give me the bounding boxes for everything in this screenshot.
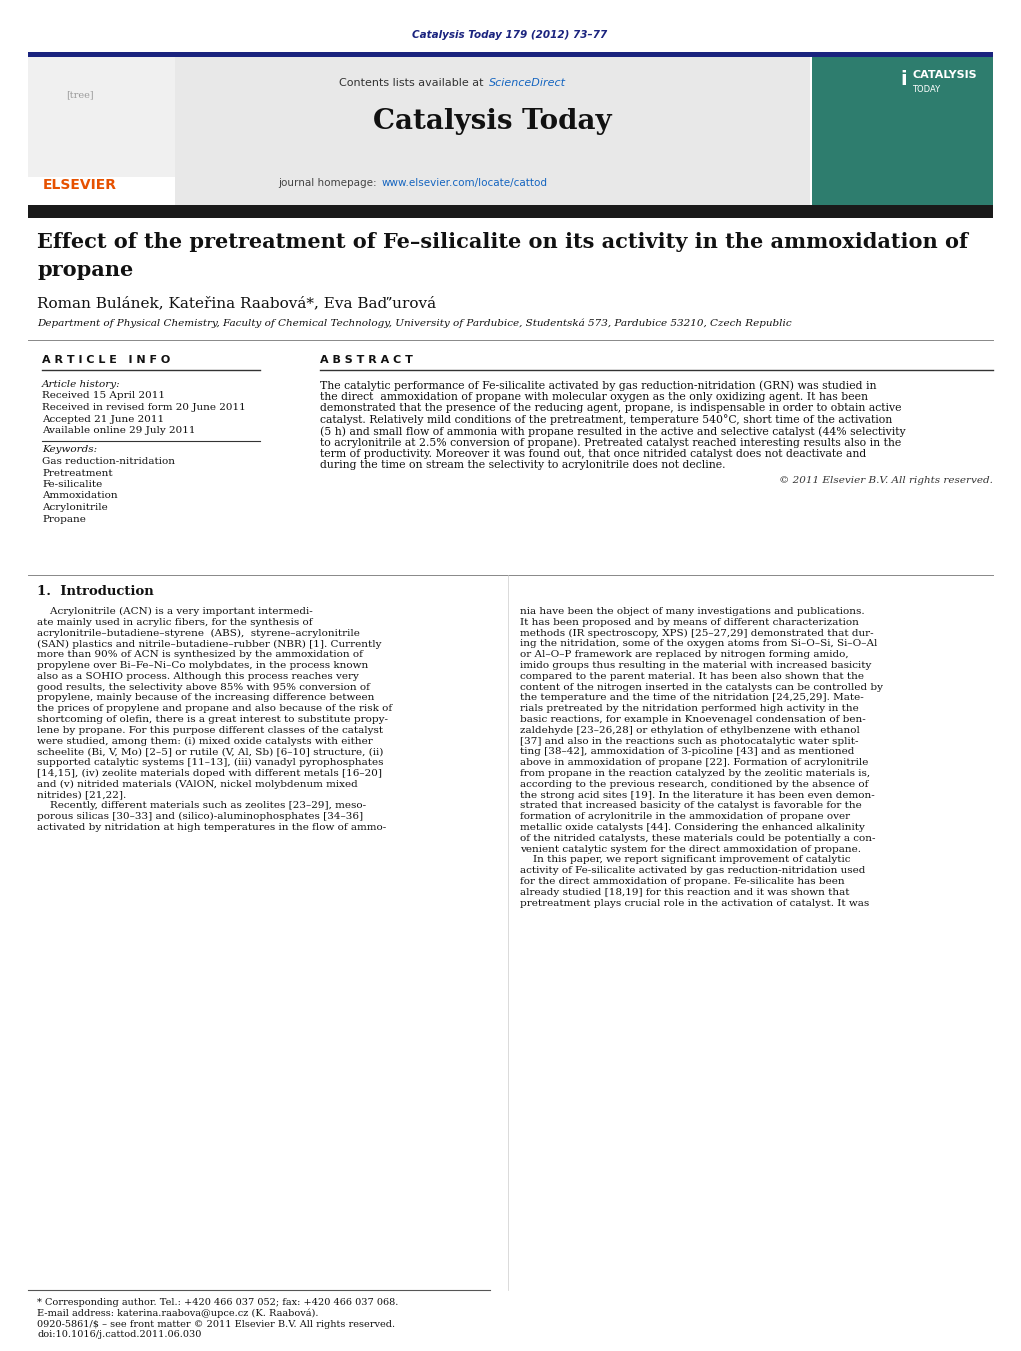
Text: journal homepage:: journal homepage: bbox=[278, 178, 380, 188]
Bar bbox=[28, 205, 993, 218]
Text: good results, the selectivity above 85% with 95% conversion of: good results, the selectivity above 85% … bbox=[37, 682, 370, 692]
Text: activated by nitridation at high temperatures in the flow of ammo-: activated by nitridation at high tempera… bbox=[37, 823, 386, 832]
Text: Available online 29 July 2011: Available online 29 July 2011 bbox=[42, 426, 195, 435]
Bar bbox=[175, 57, 810, 205]
Text: compared to the parent material. It has been also shown that the: compared to the parent material. It has … bbox=[520, 671, 864, 681]
Text: Pretreatment: Pretreatment bbox=[42, 469, 112, 477]
Text: nia have been the object of many investigations and publications.: nia have been the object of many investi… bbox=[520, 607, 865, 616]
Text: of the nitrided catalysts, these materials could be potentially a con-: of the nitrided catalysts, these materia… bbox=[520, 834, 875, 843]
Text: It has been proposed and by means of different characterization: It has been proposed and by means of dif… bbox=[520, 617, 859, 627]
Text: © 2011 Elsevier B.V. All rights reserved.: © 2011 Elsevier B.V. All rights reserved… bbox=[779, 476, 993, 485]
Text: acrylonitrile–butadiene–styrene  (ABS),  styrene–acrylonitrile: acrylonitrile–butadiene–styrene (ABS), s… bbox=[37, 628, 359, 638]
Text: propylene over Bi–Fe–Ni–Co molybdates, in the process known: propylene over Bi–Fe–Ni–Co molybdates, i… bbox=[37, 661, 369, 670]
Text: ing the nitridation, some of the oxygen atoms from Si–O–Si, Si–O–Al: ing the nitridation, some of the oxygen … bbox=[520, 639, 877, 648]
Text: Fe-silicalite: Fe-silicalite bbox=[42, 480, 102, 489]
Text: [tree]: [tree] bbox=[66, 91, 94, 100]
Bar bbox=[812, 57, 993, 205]
Text: ELSEVIER: ELSEVIER bbox=[43, 178, 117, 192]
Text: zaldehyde [23–26,28] or ethylation of ethylbenzene with ethanol: zaldehyde [23–26,28] or ethylation of et… bbox=[520, 725, 860, 735]
Text: demonstrated that the presence of the reducing agent, propane, is indispensable : demonstrated that the presence of the re… bbox=[320, 403, 902, 413]
Text: ting [38–42], ammoxidation of 3-picoline [43] and as mentioned: ting [38–42], ammoxidation of 3-picoline… bbox=[520, 747, 855, 757]
Text: 1.  Introduction: 1. Introduction bbox=[37, 585, 154, 598]
Text: ScienceDirect: ScienceDirect bbox=[489, 78, 566, 88]
Text: Propane: Propane bbox=[42, 515, 86, 523]
Text: were studied, among them: (i) mixed oxide catalysts with either: were studied, among them: (i) mixed oxid… bbox=[37, 736, 373, 746]
Text: lene by propane. For this purpose different classes of the catalyst: lene by propane. For this purpose differ… bbox=[37, 725, 383, 735]
Text: the direct  ammoxidation of propane with molecular oxygen as the only oxidizing : the direct ammoxidation of propane with … bbox=[320, 392, 868, 401]
Text: i: i bbox=[900, 70, 907, 89]
Text: Received in revised form 20 June 2011: Received in revised form 20 June 2011 bbox=[42, 403, 246, 412]
Text: A R T I C L E   I N F O: A R T I C L E I N F O bbox=[42, 355, 171, 365]
Text: the temperature and the time of the nitridation [24,25,29]. Mate-: the temperature and the time of the nitr… bbox=[520, 693, 864, 703]
Text: Keywords:: Keywords: bbox=[42, 446, 97, 454]
Text: pretreatment plays crucial role in the activation of catalyst. It was: pretreatment plays crucial role in the a… bbox=[520, 898, 869, 908]
Text: The catalytic performance of Fe-silicalite activated by gas reduction-nitridatio: The catalytic performance of Fe-silicali… bbox=[320, 380, 876, 390]
Text: metallic oxide catalysts [44]. Considering the enhanced alkalinity: metallic oxide catalysts [44]. Consideri… bbox=[520, 823, 865, 832]
Text: venient catalytic system for the direct ammoxidation of propane.: venient catalytic system for the direct … bbox=[520, 844, 861, 854]
Text: Received 15 April 2011: Received 15 April 2011 bbox=[42, 392, 165, 400]
Text: Department of Physical Chemistry, Faculty of Chemical Technology, University of : Department of Physical Chemistry, Facult… bbox=[37, 317, 791, 327]
Text: more than 90% of ACN is synthesized by the ammoxidation of: more than 90% of ACN is synthesized by t… bbox=[37, 650, 362, 659]
Text: the prices of propylene and propane and also because of the risk of: the prices of propylene and propane and … bbox=[37, 704, 392, 713]
Text: propylene, mainly because of the increasing difference between: propylene, mainly because of the increas… bbox=[37, 693, 375, 703]
Text: according to the previous research, conditioned by the absence of: according to the previous research, cond… bbox=[520, 780, 869, 789]
Text: imido groups thus resulting in the material with increased basicity: imido groups thus resulting in the mater… bbox=[520, 661, 871, 670]
Text: scheelite (Bi, V, Mo) [2–5] or rutile (V, Al, Sb) [6–10] structure, (ii): scheelite (Bi, V, Mo) [2–5] or rutile (V… bbox=[37, 747, 383, 757]
Text: propane: propane bbox=[37, 259, 134, 280]
Text: Roman Bulánek, Kateřina Raabová*, Eva Baďʼurová: Roman Bulánek, Kateřina Raabová*, Eva Ba… bbox=[37, 296, 436, 309]
Text: the strong acid sites [19]. In the literature it has been even demon-: the strong acid sites [19]. In the liter… bbox=[520, 790, 875, 800]
Text: Recently, different materials such as zeolites [23–29], meso-: Recently, different materials such as ze… bbox=[37, 801, 367, 811]
Text: porous silicas [30–33] and (silico)-aluminophosphates [34–36]: porous silicas [30–33] and (silico)-alum… bbox=[37, 812, 363, 821]
Text: already studied [18,19] for this reaction and it was shown that: already studied [18,19] for this reactio… bbox=[520, 888, 849, 897]
Text: (SAN) plastics and nitrile–butadiene–rubber (NBR) [1]. Currently: (SAN) plastics and nitrile–butadiene–rub… bbox=[37, 639, 382, 648]
Text: Ammoxidation: Ammoxidation bbox=[42, 492, 117, 500]
Text: (5 h) and small flow of ammonia with propane resulted in the active and selectiv: (5 h) and small flow of ammonia with pro… bbox=[320, 426, 906, 436]
Text: [37] and also in the reactions such as photocatalytic water split-: [37] and also in the reactions such as p… bbox=[520, 736, 859, 746]
Text: rials pretreated by the nitridation performed high activity in the: rials pretreated by the nitridation perf… bbox=[520, 704, 859, 713]
Text: A B S T R A C T: A B S T R A C T bbox=[320, 355, 412, 365]
Text: and (v) nitrided materials (VAlON, nickel molybdenum mixed: and (v) nitrided materials (VAlON, nicke… bbox=[37, 780, 357, 789]
Text: shortcoming of olefin, there is a great interest to substitute propy-: shortcoming of olefin, there is a great … bbox=[37, 715, 388, 724]
Text: during the time on stream the selectivity to acrylonitrile does not decline.: during the time on stream the selectivit… bbox=[320, 461, 726, 470]
Text: basic reactions, for example in Knoevenagel condensation of ben-: basic reactions, for example in Knoevena… bbox=[520, 715, 866, 724]
Text: Catalysis Today: Catalysis Today bbox=[373, 108, 612, 135]
Text: [14,15], (iv) zeolite materials doped with different metals [16–20]: [14,15], (iv) zeolite materials doped wi… bbox=[37, 769, 382, 778]
Text: also as a SOHIO process. Although this process reaches very: also as a SOHIO process. Although this p… bbox=[37, 671, 358, 681]
Bar bbox=[28, 57, 175, 177]
Text: doi:10.1016/j.cattod.2011.06.030: doi:10.1016/j.cattod.2011.06.030 bbox=[37, 1329, 201, 1339]
Text: to acrylonitrile at 2.5% conversion of propane). Pretreated catalyst reached int: to acrylonitrile at 2.5% conversion of p… bbox=[320, 438, 902, 449]
Text: catalyst. Relatively mild conditions of the pretreatment, temperature 540°C, sho: catalyst. Relatively mild conditions of … bbox=[320, 415, 892, 426]
Text: activity of Fe-silicalite activated by gas reduction-nitridation used: activity of Fe-silicalite activated by g… bbox=[520, 866, 866, 875]
Text: strated that increased basicity of the catalyst is favorable for the: strated that increased basicity of the c… bbox=[520, 801, 862, 811]
Text: CATALYSIS: CATALYSIS bbox=[912, 70, 977, 80]
Text: Article history:: Article history: bbox=[42, 380, 120, 389]
Text: Gas reduction-nitridation: Gas reduction-nitridation bbox=[42, 457, 175, 466]
Text: Catalysis Today 179 (2012) 73–77: Catalysis Today 179 (2012) 73–77 bbox=[412, 30, 607, 41]
Text: formation of acrylonitrile in the ammoxidation of propane over: formation of acrylonitrile in the ammoxi… bbox=[520, 812, 850, 821]
Text: TODAY: TODAY bbox=[912, 85, 940, 95]
Text: 0920-5861/$ – see front matter © 2011 Elsevier B.V. All rights reserved.: 0920-5861/$ – see front matter © 2011 El… bbox=[37, 1320, 395, 1329]
Text: Effect of the pretreatment of Fe–silicalite on its activity in the ammoxidation : Effect of the pretreatment of Fe–silical… bbox=[37, 232, 968, 253]
Text: content of the nitrogen inserted in the catalysts can be controlled by: content of the nitrogen inserted in the … bbox=[520, 682, 883, 692]
Text: Contents lists available at: Contents lists available at bbox=[339, 78, 487, 88]
Text: for the direct ammoxidation of propane. Fe-silicalite has been: for the direct ammoxidation of propane. … bbox=[520, 877, 844, 886]
Text: above in ammoxidation of propane [22]. Formation of acrylonitrile: above in ammoxidation of propane [22]. F… bbox=[520, 758, 869, 767]
Text: * Corresponding author. Tel.: +420 466 037 052; fax: +420 466 037 068.: * Corresponding author. Tel.: +420 466 0… bbox=[37, 1298, 398, 1306]
Text: E-mail address: katerina.raabova@upce.cz (K. Raabová).: E-mail address: katerina.raabova@upce.cz… bbox=[37, 1308, 319, 1317]
Bar bbox=[28, 51, 993, 57]
Text: Accepted 21 June 2011: Accepted 21 June 2011 bbox=[42, 415, 164, 423]
Text: Acrylonitrile (ACN) is a very important intermedi-: Acrylonitrile (ACN) is a very important … bbox=[37, 607, 312, 616]
Text: supported catalytic systems [11–13], (iii) vanadyl pyrophosphates: supported catalytic systems [11–13], (ii… bbox=[37, 758, 384, 767]
Text: from propane in the reaction catalyzed by the zeolitic materials is,: from propane in the reaction catalyzed b… bbox=[520, 769, 870, 778]
Text: Acrylonitrile: Acrylonitrile bbox=[42, 503, 108, 512]
Text: term of productivity. Moreover it was found out, that once nitrided catalyst doe: term of productivity. Moreover it was fo… bbox=[320, 449, 866, 459]
Text: www.elsevier.com/locate/cattod: www.elsevier.com/locate/cattod bbox=[382, 178, 548, 188]
Text: methods (IR spectroscopy, XPS) [25–27,29] demonstrated that dur-: methods (IR spectroscopy, XPS) [25–27,29… bbox=[520, 628, 874, 638]
Text: In this paper, we report significant improvement of catalytic: In this paper, we report significant imp… bbox=[520, 855, 850, 865]
Text: nitrides) [21,22].: nitrides) [21,22]. bbox=[37, 790, 127, 800]
Text: ate mainly used in acrylic fibers, for the synthesis of: ate mainly used in acrylic fibers, for t… bbox=[37, 617, 312, 627]
Text: or Al–O–P framework are replaced by nitrogen forming amido,: or Al–O–P framework are replaced by nitr… bbox=[520, 650, 848, 659]
